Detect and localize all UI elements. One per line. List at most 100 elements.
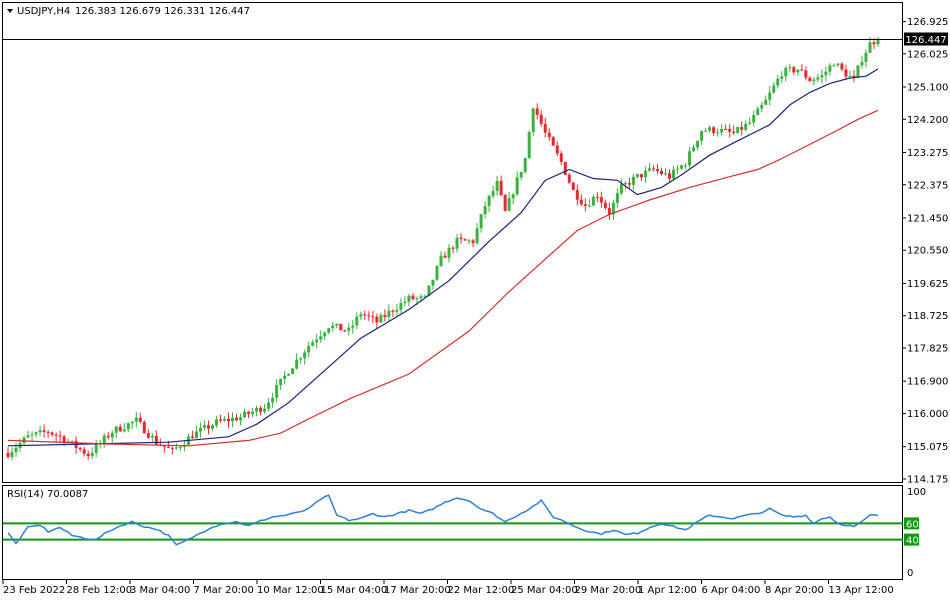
x-tick-label: 15 Mar 04:00	[321, 585, 388, 596]
candle-body	[575, 189, 579, 200]
candle	[651, 165, 655, 172]
candle-body	[571, 182, 575, 190]
candle-body	[591, 197, 595, 206]
candle	[6, 447, 10, 459]
candle-body	[371, 316, 375, 318]
candle	[764, 95, 768, 106]
candle-body	[351, 325, 355, 328]
candle	[447, 243, 451, 263]
candle	[411, 293, 415, 301]
candle-body	[22, 437, 26, 443]
candle	[30, 431, 34, 442]
candle	[744, 120, 748, 132]
candle-body	[58, 435, 62, 437]
y-tick-label: 115.075	[907, 442, 948, 453]
candle	[82, 446, 86, 457]
candle	[587, 199, 591, 208]
candle-body	[836, 63, 840, 66]
candle-body	[259, 407, 263, 412]
candle	[214, 415, 218, 428]
candle-body	[26, 435, 30, 438]
candle-body	[744, 123, 748, 130]
rsi-axis: 100 0	[907, 487, 926, 579]
candle-body	[523, 158, 527, 172]
candle	[154, 430, 158, 446]
candle-body	[535, 108, 539, 115]
candle-body	[170, 447, 174, 449]
dropdown-arrow-icon[interactable]	[7, 9, 13, 13]
candle	[295, 353, 299, 370]
candle-body	[214, 419, 218, 426]
candle-body	[114, 426, 118, 433]
candle-body	[395, 309, 399, 312]
candle-body	[768, 92, 772, 100]
candle-body	[367, 315, 371, 317]
candle-body	[78, 447, 82, 450]
candle	[178, 445, 182, 452]
candle	[519, 171, 523, 181]
candle-body	[607, 208, 611, 215]
candle	[639, 173, 643, 182]
candle	[611, 199, 615, 221]
candle	[387, 304, 391, 323]
candle-body	[447, 247, 451, 258]
candle	[222, 416, 226, 422]
candle	[680, 164, 684, 171]
candle-body	[303, 352, 307, 359]
candle	[856, 64, 860, 79]
candle-body	[672, 169, 676, 179]
y-tick-label: 118.725	[907, 311, 948, 322]
candle	[371, 310, 375, 324]
candle	[499, 175, 503, 197]
candle-body	[487, 195, 491, 207]
candle	[567, 172, 571, 184]
candle-body	[543, 123, 547, 133]
candle	[555, 141, 559, 157]
candle-body	[471, 240, 475, 244]
candle-body	[643, 170, 647, 178]
candle	[170, 446, 174, 455]
candle-body	[527, 131, 531, 159]
candle	[848, 70, 852, 77]
x-tick-label: 7 Mar 20:00	[194, 585, 254, 596]
candle	[684, 163, 688, 170]
candle	[780, 70, 784, 83]
candle	[515, 171, 519, 197]
candle-body	[150, 436, 154, 438]
candle	[487, 195, 491, 213]
candle-body	[551, 137, 555, 146]
x-tick-label: 29 Mar 20:00	[575, 585, 642, 596]
candle-body	[134, 417, 138, 422]
candle	[635, 173, 639, 179]
candle-body	[355, 316, 359, 326]
candle	[704, 127, 708, 132]
x-tick-label: 1 Apr 12:00	[638, 585, 697, 596]
candle	[483, 201, 487, 219]
candle	[728, 124, 732, 138]
candle-body	[451, 247, 455, 249]
candle-body	[227, 418, 231, 422]
candle-body	[764, 99, 768, 105]
rsi-level-label: 40	[906, 536, 919, 547]
candle	[860, 55, 864, 69]
candle	[475, 223, 479, 245]
candle	[142, 420, 146, 434]
candle	[130, 420, 134, 430]
candle-body	[631, 176, 635, 185]
candle-body	[323, 332, 327, 337]
candle	[748, 117, 752, 125]
y-tick-label: 121.450	[907, 213, 948, 224]
candle-body	[359, 314, 363, 317]
candle-body	[387, 310, 391, 317]
candle-body	[784, 67, 788, 77]
candle-body	[42, 430, 46, 432]
candle-body	[824, 71, 828, 76]
candle	[319, 330, 323, 343]
candle	[347, 322, 351, 336]
candle-body	[102, 435, 106, 443]
candle	[876, 36, 880, 47]
candle-body	[122, 429, 126, 432]
candle	[74, 436, 78, 454]
candle	[395, 303, 399, 317]
